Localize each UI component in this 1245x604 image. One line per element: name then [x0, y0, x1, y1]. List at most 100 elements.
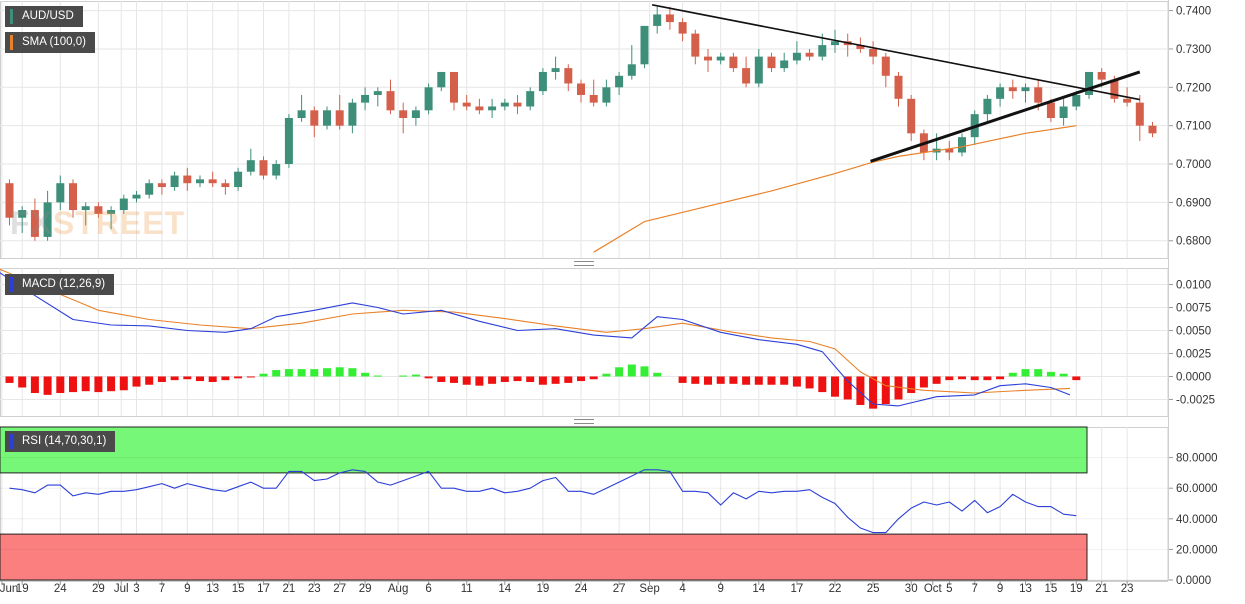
- x-axis-label: 19: [16, 583, 29, 595]
- rsi-line: [9, 469, 1077, 534]
- candle-body: [323, 110, 331, 126]
- x-axis-label: 27: [333, 583, 346, 595]
- macd-histogram-bar: [856, 376, 865, 405]
- candle-body: [373, 91, 382, 95]
- candle-body: [945, 148, 954, 153]
- macd-histogram-bar: [869, 376, 878, 409]
- macd-histogram-bar: [526, 376, 535, 382]
- macd-histogram-bar: [234, 376, 243, 379]
- candle-body: [1085, 71, 1093, 95]
- macd-histogram-bar: [157, 376, 166, 382]
- candle-body: [894, 75, 903, 99]
- macd-histogram-bar: [69, 376, 77, 393]
- macd-histogram-bar: [958, 376, 966, 380]
- legend-price[interactable]: AUD/USD: [5, 6, 83, 27]
- candle-body: [1110, 79, 1119, 99]
- candle-body: [56, 183, 65, 203]
- candle-body: [119, 198, 128, 211]
- candle-body: [538, 71, 547, 92]
- macd-histogram-bar: [805, 376, 814, 389]
- candle-body: [297, 110, 306, 118]
- candle-body: [284, 117, 293, 165]
- candle-body: [18, 210, 27, 218]
- macd-signal-line: [0, 268, 1071, 394]
- macd-histogram-bar: [589, 376, 598, 380]
- macd-histogram-bar: [996, 376, 1005, 380]
- candle-body: [157, 183, 166, 188]
- price-swatch-icon: [10, 9, 13, 24]
- macd-axis-label: 0.0050: [1176, 326, 1211, 338]
- macd-histogram-bar: [107, 376, 116, 392]
- legend-macd-label: MACD (12,26,9): [22, 278, 106, 290]
- x-axis-label: 17: [791, 583, 804, 595]
- candle-body: [69, 183, 77, 211]
- macd-histogram-bar: [577, 376, 585, 382]
- macd-histogram-bar: [602, 373, 611, 377]
- candle-body: [361, 94, 370, 103]
- rsi-oversold-zone: [0, 533, 1088, 581]
- legend-macd[interactable]: MACD (12,26,9): [5, 274, 115, 295]
- macd-histogram-bar: [678, 376, 687, 383]
- candle-body: [196, 179, 204, 184]
- candle-body: [551, 68, 560, 72]
- x-axis-label: 13: [1019, 583, 1032, 595]
- macd-axis-label: 0.0075: [1176, 303, 1211, 315]
- x-axis-label: Aug: [388, 583, 408, 595]
- sma-swatch-icon: [10, 35, 13, 50]
- candle-body: [145, 183, 154, 195]
- macd-axis-label: -0.0025: [1176, 394, 1215, 406]
- macd-histogram-bar: [1021, 369, 1030, 377]
- price-axis-label: 0.7200: [1176, 82, 1211, 94]
- candle-body: [246, 160, 255, 172]
- macd-histogram-bar: [627, 364, 636, 377]
- pane-resize-handle-macd[interactable]: [574, 261, 594, 266]
- legend-sma[interactable]: SMA (100,0): [5, 32, 95, 53]
- pane-frame-price: [0, 1, 1169, 259]
- candle-body: [767, 56, 776, 69]
- trendline-thin: [651, 4, 1140, 101]
- candle-body: [996, 87, 1005, 99]
- candle-body: [716, 56, 725, 61]
- candle-body: [107, 210, 116, 214]
- macd-histogram-bar: [513, 376, 522, 382]
- rsi-axis-label: 20.0000: [1176, 544, 1218, 556]
- macd-histogram-bar: [1059, 373, 1068, 377]
- candle-body: [94, 206, 103, 214]
- candle-body: [272, 164, 281, 176]
- pane-resize-handle-rsi[interactable]: [574, 419, 594, 424]
- macd-histogram-bar: [538, 376, 547, 385]
- price-axis-label: 0.6900: [1176, 197, 1211, 209]
- legend-rsi[interactable]: RSI (14,70,30,1): [5, 431, 116, 452]
- macd-histogram-bar: [310, 369, 319, 377]
- macd-histogram-bar: [754, 376, 763, 385]
- macd-axis-label: 0.0100: [1176, 280, 1211, 292]
- x-axis-label: 21: [283, 583, 296, 595]
- candle-body: [742, 68, 751, 84]
- candle-body: [1046, 102, 1055, 118]
- x-axis-label: 5: [946, 583, 952, 595]
- macd-histogram-bar: [183, 376, 192, 380]
- macd-histogram-bar: [43, 376, 52, 395]
- candle-body: [653, 14, 662, 26]
- macd-histogram-bar: [792, 376, 801, 387]
- legend-sma-label: SMA (100,0): [22, 36, 86, 48]
- macd-histogram-bar: [1046, 371, 1055, 377]
- x-axis-label: 11: [461, 583, 473, 595]
- candle-body: [831, 41, 839, 46]
- candle-body: [1059, 106, 1068, 118]
- macd-histogram-bar: [729, 376, 738, 384]
- macd-histogram-bar: [30, 376, 39, 394]
- candle-body: [881, 56, 890, 76]
- macd-histogram-bar: [691, 376, 700, 384]
- x-axis-label: 17: [257, 583, 270, 595]
- candle-body: [1072, 94, 1081, 107]
- macd-histogram-bar: [94, 376, 103, 393]
- x-axis-label: 14: [498, 583, 511, 595]
- x-axis-label: 24: [54, 583, 67, 595]
- candle-body: [1034, 87, 1043, 103]
- candle-body: [602, 87, 611, 103]
- x-axis-label: 13: [206, 583, 219, 595]
- x-axis-label: 9: [184, 583, 190, 595]
- macd-histogram: [5, 364, 1081, 409]
- candle-body: [259, 160, 268, 176]
